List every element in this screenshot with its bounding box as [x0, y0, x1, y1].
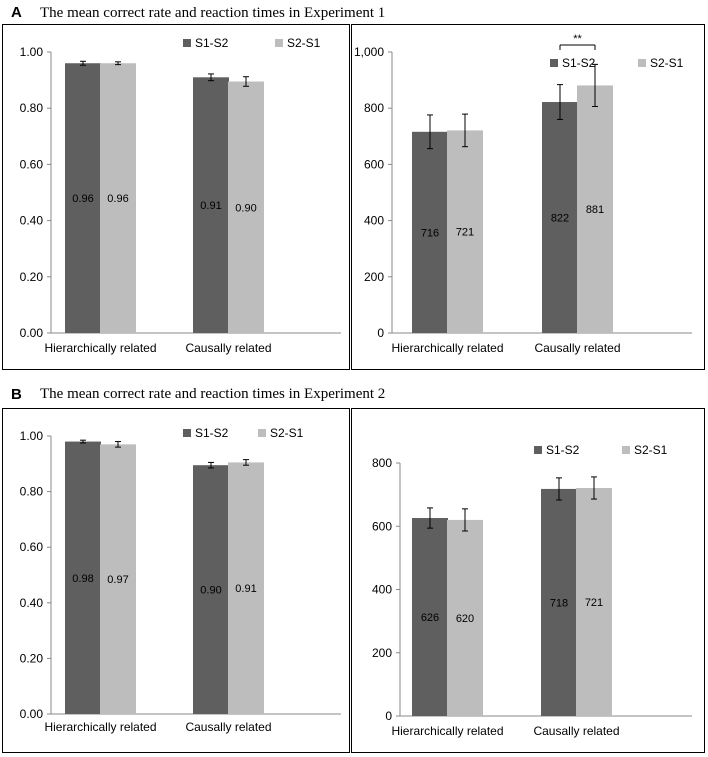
- section-letter-b: B: [11, 386, 22, 403]
- legend-swatch: [638, 59, 646, 67]
- x-category-label: Causally related: [534, 341, 620, 355]
- y-tick-label: 400: [364, 214, 384, 228]
- y-tick-label: 1.00: [20, 429, 44, 443]
- section-title-a: The mean correct rate and reaction times…: [40, 5, 385, 22]
- section-title-b: The mean correct rate and reaction times…: [40, 386, 385, 403]
- data-label: 881: [586, 204, 604, 216]
- y-tick-label: 0.20: [20, 270, 44, 284]
- legend-swatch: [183, 39, 191, 47]
- y-tick-label: 0.40: [20, 596, 44, 610]
- x-category-label: Hierarchically related: [391, 724, 503, 738]
- legend-label: S1-S2: [546, 443, 580, 457]
- y-tick-label: 600: [364, 157, 384, 171]
- data-label: 822: [551, 213, 569, 225]
- chart-panel-exp2-reaction-times: 0 200 400 600 800 626 718 620 721 Hierarchically …: [351, 408, 705, 753]
- x-category-label: Hierarchically related: [44, 341, 156, 355]
- y-tick-label: 0.80: [20, 485, 44, 499]
- chart-panel-exp2-correct-rate: 0.00 0.20 0.40 0.60 0.80 1.00 0.98 0.90 0.97 0.91…: [2, 408, 350, 753]
- significance-label: **: [573, 33, 582, 45]
- y-tick-label: 0.40: [20, 214, 44, 228]
- y-tick-label: 200: [364, 270, 384, 284]
- chart-svg: 0.00 0.20 0.40 0.60 0.80 1.00 0.98 0.90 0.97 0.91…: [3, 409, 349, 752]
- section-letter-a: A: [11, 4, 22, 21]
- y-tick-label: 0.80: [20, 101, 44, 115]
- x-category-label: Causally related: [185, 341, 271, 355]
- legend-swatch: [275, 39, 283, 47]
- chart-svg: 0.00 0.20 0.40 0.60 0.80 1.00 0.96 0.91 0.96 0.90…: [3, 25, 349, 369]
- y-tick-label: 200: [372, 646, 392, 660]
- legend-label: S1-S2: [195, 426, 229, 440]
- legend-swatch: [550, 59, 558, 67]
- y-tick-label: 1,000: [354, 45, 384, 59]
- x-category-label: Causally related: [533, 724, 619, 738]
- y-tick-label: 800: [364, 101, 384, 115]
- legend-label: S2-S1: [650, 56, 684, 70]
- y-tick-label: 0.00: [20, 707, 44, 721]
- data-label: 0.96: [72, 193, 93, 205]
- data-label: 716: [421, 227, 439, 239]
- y-tick-label: 800: [372, 456, 392, 470]
- chart-panel-exp1-correct-rate: 0.00 0.20 0.40 0.60 0.80 1.00 0.96 0.91 0.96 0.90…: [2, 24, 350, 370]
- data-label: 0.90: [200, 585, 221, 597]
- y-tick-label: 600: [372, 519, 392, 533]
- legend-swatch: [183, 429, 191, 437]
- x-category-label: Hierarchically related: [44, 720, 156, 734]
- y-tick-label: 400: [372, 583, 392, 597]
- y-tick-label: 0.00: [20, 326, 44, 340]
- legend-swatch: [258, 429, 266, 437]
- data-label: 0.97: [107, 574, 128, 586]
- data-label: 721: [585, 597, 603, 609]
- data-label: 718: [550, 597, 568, 609]
- chart-svg: 0 200 400 600 800 626 718 620 721 Hierarchically …: [352, 409, 704, 752]
- y-tick-label: 0.60: [20, 540, 44, 554]
- legend-label: S2-S1: [287, 36, 321, 50]
- y-tick-label: 1.00: [20, 45, 44, 59]
- data-label: 0.90: [235, 202, 256, 214]
- legend-swatch: [622, 446, 630, 454]
- legend-label: S2-S1: [634, 443, 668, 457]
- y-tick-label: 0: [385, 709, 392, 723]
- y-tick-label: 0: [377, 326, 384, 340]
- legend-swatch: [534, 446, 542, 454]
- data-label: 721: [456, 227, 474, 239]
- data-label: 0.96: [107, 193, 128, 205]
- data-label: 626: [421, 612, 439, 624]
- chart-svg: 0 200 400 600 800 1,000 716 822 721 881 Hierarchic…: [352, 25, 704, 369]
- chart-panel-exp1-reaction-times: 0 200 400 600 800 1,000 716 822 721 881 Hierarchic…: [351, 24, 705, 370]
- legend-label: S1-S2: [562, 56, 596, 70]
- legend-label: S1-S2: [195, 36, 229, 50]
- y-tick-label: 0.20: [20, 651, 44, 665]
- x-category-label: Causally related: [185, 720, 271, 734]
- data-label: 0.98: [72, 573, 93, 585]
- legend-label: S2-S1: [270, 426, 304, 440]
- x-category-label: Hierarchically related: [391, 341, 503, 355]
- data-label: 0.91: [235, 583, 256, 595]
- data-label: 0.91: [200, 200, 221, 212]
- data-label: 620: [456, 613, 474, 625]
- y-tick-label: 0.60: [20, 157, 44, 171]
